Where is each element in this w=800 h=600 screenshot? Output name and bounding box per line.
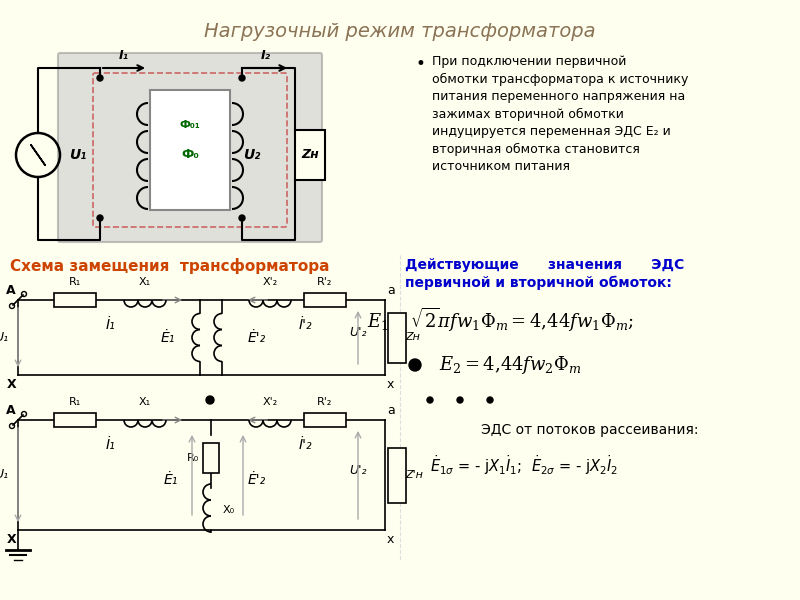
Text: $E_2 = 4{,}44fw_2\Phi_m$: $E_2 = 4{,}44fw_2\Phi_m$ [438,354,582,376]
Text: Действующие      значения      ЭДС
первичной и вторичной обмоток:: Действующие значения ЭДС первичной и вто… [405,258,684,290]
Bar [304,413,346,427]
Text: R₁: R₁ [69,397,81,407]
Text: X'₂: X'₂ [262,397,278,407]
Circle shape [97,75,103,81]
Text: U₁: U₁ [0,331,8,344]
Text: Ė₁: Ė₁ [161,331,175,344]
Text: $\dot{E}_{1\sigma}$ = - j$X_1\dot{I}_1$;  $\dot{E}_{2\sigma}$ = - j$X_2\dot{I}_2: $\dot{E}_{1\sigma}$ = - j$X_1\dot{I}_1$;… [430,453,618,477]
Circle shape [239,215,245,221]
Circle shape [427,397,433,403]
Text: a: a [387,284,394,297]
Circle shape [409,359,421,371]
Text: İ'₂: İ'₂ [298,318,312,332]
Circle shape [487,397,493,403]
Text: Схема замещения  трансформатора: Схема замещения трансформатора [10,258,330,274]
Text: R₀: R₀ [186,453,199,463]
Text: Zн: Zн [301,148,319,161]
Bar [388,448,406,503]
Text: Ф₀₁: Ф₀₁ [180,120,200,130]
Text: Ė₁: Ė₁ [164,473,178,487]
Text: x: x [387,533,394,546]
Text: ЭДС от потоков рассеивания:: ЭДС от потоков рассеивания: [482,423,698,437]
Circle shape [457,397,463,403]
Text: •: • [415,55,425,73]
Circle shape [97,215,103,221]
Text: İ₁: İ₁ [105,438,115,452]
Text: I₁: I₁ [119,49,129,62]
Text: X₁: X₁ [139,397,151,407]
Text: $E_1 = \sqrt{2}\pi f w_1 \Phi_m = 4{,}44fw_1\Phi_m;$: $E_1 = \sqrt{2}\pi f w_1 \Phi_m = 4{,}44… [366,306,634,334]
Text: R'₂: R'₂ [318,277,333,287]
Text: x: x [387,378,394,391]
Text: X: X [6,378,16,391]
Text: Ė'₂: Ė'₂ [248,473,266,487]
Bar [304,293,346,307]
Text: X'₂: X'₂ [262,277,278,287]
Text: X₁: X₁ [139,277,151,287]
Text: A: A [6,404,16,417]
Text: A: A [6,284,16,297]
Text: I₂: I₂ [261,49,271,62]
Circle shape [206,396,214,404]
Text: İ₁: İ₁ [105,318,115,332]
Text: R'₂: R'₂ [318,397,333,407]
Bar [203,443,219,473]
Text: Zн: Zн [405,332,420,343]
Text: İ'₂: İ'₂ [298,438,312,452]
Text: Ф₀: Ф₀ [181,148,199,161]
Bar [150,90,230,210]
Text: X₀: X₀ [223,505,235,515]
Bar [54,413,96,427]
Text: Ė'₂: Ė'₂ [248,331,266,344]
Text: U₁: U₁ [70,148,86,162]
Text: Нагрузочный режим трансформатора: Нагрузочный режим трансформатора [204,22,596,41]
Text: X: X [6,533,16,546]
Circle shape [239,75,245,81]
Text: U'₂: U'₂ [350,463,366,476]
Text: R₁: R₁ [69,277,81,287]
FancyBboxPatch shape [58,53,322,242]
Text: U₁: U₁ [0,469,8,481]
Text: a: a [387,404,394,417]
Text: U'₂: U'₂ [350,326,366,339]
Text: U₂: U₂ [243,148,261,162]
Text: Z'н: Z'н [405,470,423,480]
Bar [388,313,406,362]
Bar [295,130,325,180]
Bar [54,293,96,307]
Text: При подключении первичной
обмотки трансформатора к источнику
питания переменного: При подключении первичной обмотки трансф… [432,55,688,173]
